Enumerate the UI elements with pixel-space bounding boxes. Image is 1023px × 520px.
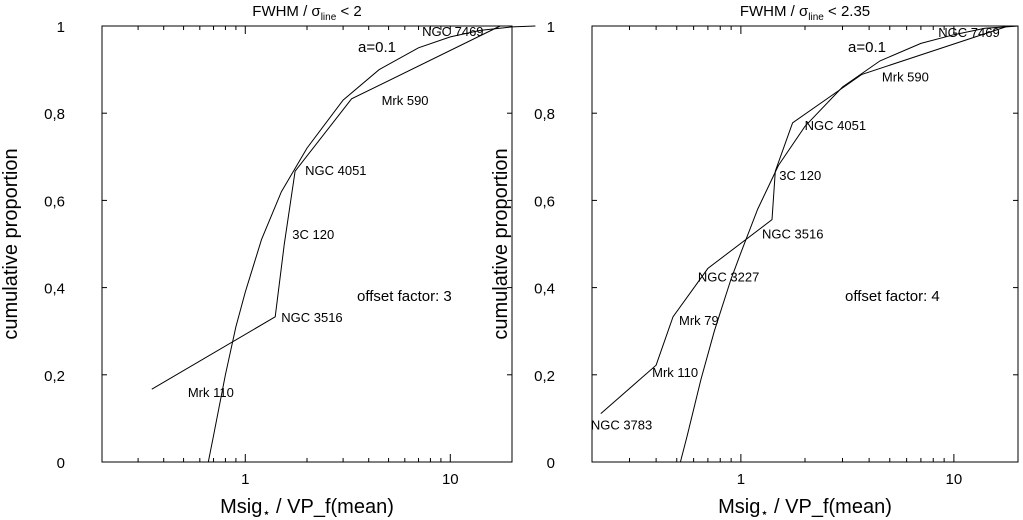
y-tick-label: 0,2 <box>44 368 65 385</box>
y-axis-label: cumulative proportion <box>490 148 512 339</box>
chart-panel-1: 0 0,2 0,4 0,6 0,8 1 1 10 FWHM / σline < 2 Msig⋆ /… <box>0 3 536 520</box>
point-label: Mrk 110 <box>188 385 234 400</box>
y-tick-label: 0,4 <box>44 281 65 298</box>
chart-title-main: FWHM / σ <box>252 3 321 20</box>
x-tick-label: 10 <box>442 471 459 488</box>
point-label: NGC 3516 <box>281 310 342 325</box>
chart-title-main: FWHM / σ <box>740 3 809 20</box>
point-label: Mrk 590 <box>882 69 929 84</box>
chart-title: FWHM / σline < 2.35 <box>740 3 870 23</box>
x-tick-label: 1 <box>241 471 249 488</box>
parameter-annotation: a=0.1 <box>848 39 886 56</box>
chart-title-suffix: < 2 <box>336 3 361 20</box>
plot-frame <box>101 25 513 463</box>
chart-title-subscript: line <box>321 12 337 23</box>
point-label: NGC 3783 <box>591 418 652 433</box>
point-label: Mrk 110 <box>652 365 698 380</box>
chart-title: FWHM / σline < 2 <box>252 3 361 23</box>
point-label: Mrk 79 <box>679 313 719 328</box>
y-tick-label: 0,2 <box>534 368 555 385</box>
chart-title-subscript: line <box>808 12 824 23</box>
point-label: NGC 4051 <box>805 118 866 133</box>
x-tick-label: 10 <box>946 471 963 488</box>
model-cdf-curve <box>207 25 536 462</box>
offset-annotation: offset factor: 4 <box>845 288 940 305</box>
x-axis-label-subscript: ⋆ <box>760 505 768 520</box>
plot-frame <box>591 25 1019 463</box>
point-label: NGC 3227 <box>698 269 759 284</box>
parameter-annotation: a=0.1 <box>358 39 396 56</box>
y-tick-label: 0,4 <box>534 281 555 298</box>
chart-panel-2: 0 0,2 0,4 0,6 0,8 1 1 10 FWHM / σline < 2.35 Msig… <box>490 3 1019 520</box>
point-label: NGC 7469 <box>938 25 999 40</box>
y-tick-label: 0,6 <box>44 193 65 210</box>
x-axis-label-subscript: ⋆ <box>262 505 270 520</box>
x-axis-label-suffix: / VP_f(mean) <box>768 496 891 518</box>
empirical-cdf-line <box>600 25 1009 414</box>
model-cdf-curve <box>679 25 1019 462</box>
y-tick-label: 1 <box>547 19 555 36</box>
y-tick-label: 0 <box>57 455 65 472</box>
y-axis-label: cumulative proportion <box>0 148 22 339</box>
point-label: 3C 120 <box>292 227 334 242</box>
point-label: NGC 3516 <box>762 227 823 242</box>
point-label: 3C 120 <box>779 168 821 183</box>
y-tick-label: 0,8 <box>44 106 65 123</box>
y-tick-label: 0,8 <box>534 106 555 123</box>
x-axis-label-suffix: / VP_f(mean) <box>270 496 393 518</box>
offset-annotation: offset factor: 3 <box>357 288 452 305</box>
y-tick-label: 0 <box>547 455 555 472</box>
y-tick-label: 0,6 <box>534 193 555 210</box>
x-axis-label-main: Msig <box>220 496 262 518</box>
x-axis-label-main: Msig <box>718 496 760 518</box>
x-axis-label: Msig⋆ / VP_f(mean) <box>718 496 892 520</box>
point-label: Mrk 590 <box>382 93 429 108</box>
chart-title-suffix: < 2.35 <box>824 3 870 20</box>
x-axis-label: Msig⋆ / VP_f(mean) <box>220 496 394 520</box>
x-tick-label: 1 <box>737 471 745 488</box>
y-tick-label: 1 <box>57 19 65 36</box>
point-label: NGC 7469 <box>422 24 483 39</box>
empirical-cdf-line <box>151 25 501 390</box>
point-label: NGC 4051 <box>305 163 366 178</box>
